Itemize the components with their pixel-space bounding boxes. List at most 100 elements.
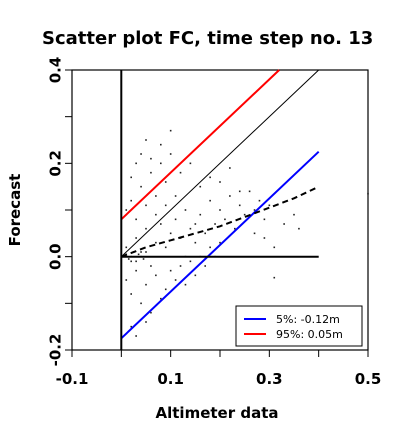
data-point bbox=[194, 241, 197, 244]
data-point bbox=[127, 258, 130, 260]
data-point bbox=[174, 218, 177, 221]
data-point bbox=[145, 227, 147, 230]
data-point bbox=[243, 213, 246, 216]
data-point bbox=[248, 190, 251, 193]
data-point bbox=[219, 241, 221, 244]
data-point bbox=[164, 246, 167, 249]
data-point bbox=[142, 258, 145, 260]
data-point bbox=[189, 227, 192, 230]
x-tick-label: 0.1 bbox=[157, 370, 184, 388]
data-point bbox=[194, 223, 197, 225]
data-point bbox=[130, 293, 132, 295]
x-tick-label: 0.3 bbox=[256, 370, 283, 388]
data-point bbox=[169, 153, 172, 155]
data-point bbox=[268, 204, 271, 207]
data-point bbox=[160, 223, 162, 225]
data-point bbox=[293, 213, 295, 216]
data-point bbox=[169, 232, 172, 235]
data-point bbox=[135, 237, 137, 239]
data-point bbox=[367, 192, 369, 195]
data-point bbox=[199, 185, 202, 188]
data-point bbox=[283, 223, 285, 225]
data-point bbox=[169, 129, 172, 132]
data-point bbox=[135, 269, 137, 272]
data-point bbox=[150, 157, 152, 160]
data-point bbox=[189, 162, 192, 165]
data-point bbox=[145, 139, 147, 141]
data-point bbox=[174, 195, 177, 197]
data-point bbox=[155, 195, 157, 197]
data-point bbox=[204, 232, 206, 235]
data-point bbox=[140, 302, 142, 305]
x-axis-label: Altimeter data bbox=[156, 404, 279, 422]
data-point bbox=[150, 171, 152, 174]
data-point bbox=[219, 181, 221, 183]
data-point bbox=[298, 227, 300, 230]
data-point bbox=[164, 288, 167, 291]
data-point bbox=[125, 279, 128, 281]
chart-title: Scatter plot FC, time step no. 13 bbox=[42, 28, 373, 49]
y-tick-label: 0.2 bbox=[47, 150, 65, 177]
data-point bbox=[209, 176, 211, 179]
data-point bbox=[238, 190, 241, 193]
data-point bbox=[125, 246, 128, 249]
data-point bbox=[209, 246, 211, 249]
data-point bbox=[140, 153, 142, 155]
data-point bbox=[194, 274, 197, 277]
y-axis-label: Forecast bbox=[6, 174, 24, 247]
data-point bbox=[125, 209, 128, 211]
data-point bbox=[209, 199, 211, 202]
data-point bbox=[160, 297, 162, 300]
data-point bbox=[253, 209, 256, 211]
data-point bbox=[137, 253, 140, 256]
data-point bbox=[145, 204, 147, 207]
y-tick-label: 0.4 bbox=[47, 57, 65, 84]
x-tick-label: 0.5 bbox=[355, 370, 382, 388]
data-point bbox=[135, 335, 137, 337]
data-point bbox=[150, 265, 152, 267]
data-point bbox=[130, 199, 132, 202]
data-point bbox=[179, 265, 182, 267]
data-point bbox=[229, 167, 231, 169]
data-point bbox=[174, 279, 177, 281]
data-point bbox=[140, 251, 142, 253]
data-point bbox=[263, 237, 266, 239]
data-point bbox=[145, 251, 147, 253]
legend-label: 5%: -0.12m bbox=[276, 313, 340, 326]
lines-layer bbox=[120, 69, 320, 350]
legend-label: 95%: 0.05m bbox=[276, 328, 343, 341]
data-point bbox=[150, 311, 152, 314]
data-point bbox=[130, 260, 132, 263]
data-point bbox=[189, 260, 192, 263]
data-point bbox=[184, 283, 187, 286]
data-point bbox=[164, 204, 167, 207]
data-point bbox=[199, 213, 202, 216]
data-point bbox=[219, 209, 221, 211]
legend: 5%: -0.12m 95%: 0.05m bbox=[235, 305, 363, 347]
data-point bbox=[184, 209, 187, 211]
data-point bbox=[253, 232, 256, 235]
data-point bbox=[238, 204, 241, 207]
data-point bbox=[224, 218, 226, 221]
data-point bbox=[263, 218, 266, 221]
series-line bbox=[120, 69, 320, 258]
data-point bbox=[145, 321, 147, 323]
data-point bbox=[135, 162, 137, 165]
data-point bbox=[145, 283, 147, 286]
ticks-layer: -0.1 0.1 0.3 0.5 -0.2 0.0 0.2 0.4 bbox=[47, 57, 382, 388]
data-point bbox=[273, 246, 276, 249]
y-tick-label: 0.0 bbox=[47, 243, 65, 270]
data-point bbox=[234, 227, 236, 230]
data-point bbox=[164, 181, 167, 183]
data-point bbox=[135, 218, 137, 221]
x-tick-label: -0.1 bbox=[56, 370, 89, 388]
data-point bbox=[204, 265, 206, 267]
series-line bbox=[120, 69, 280, 221]
series-line bbox=[120, 150, 320, 340]
data-point bbox=[155, 213, 157, 216]
data-point bbox=[229, 195, 231, 197]
data-point bbox=[169, 269, 172, 272]
data-point bbox=[258, 199, 261, 202]
data-point bbox=[179, 171, 182, 174]
